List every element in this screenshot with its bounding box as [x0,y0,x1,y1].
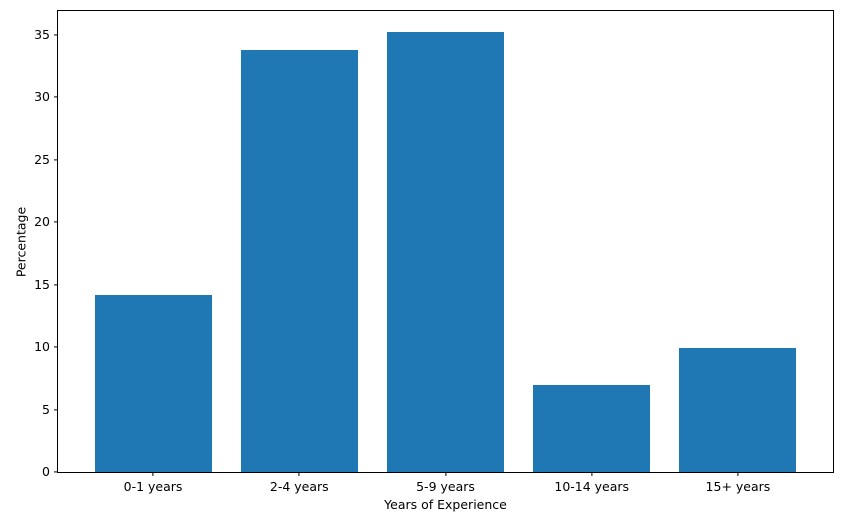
y-tick-label: 15 [34,276,50,292]
y-tick-label: 0 [42,463,50,479]
y-tick-label: 35 [34,26,50,42]
x-tick-mark [591,472,593,476]
y-tick-mark [54,284,58,286]
x-tick-label: 2-4 years [269,479,329,494]
bar [387,32,504,472]
x-tick-mark [152,472,154,476]
y-tick-label: 20 [34,213,50,229]
y-tick-mark [54,34,58,36]
bar [240,49,358,472]
x-tick-label: 5-9 years [416,479,475,494]
plot-area: Percentage Years of Experience 0-1 years… [14,10,834,512]
y-tick-mark [54,221,58,223]
y-tick-mark [54,471,58,473]
x-axis-label: Years of Experience [384,497,507,512]
x-tick-mark [737,472,739,476]
x-tick-mark [444,472,447,476]
y-tick-label: 30 [34,88,50,104]
y-tick-mark [54,408,58,411]
x-tick-label: 0-1 years [123,479,183,494]
x-tick-label: 10-14 years [554,479,630,494]
y-tick-mark [54,96,58,98]
bar [94,294,212,472]
bar [533,384,651,472]
x-tick-label: 15+ years [705,479,771,494]
y-tick-mark [54,159,58,161]
y-axis-label: Percentage [13,206,29,277]
x-tick-mark [298,472,300,476]
y-tick-label: 25 [34,151,50,167]
bar [679,348,797,472]
y-tick-label: 10 [34,338,50,354]
y-tick-mark [54,346,58,348]
y-tick-label: 5 [42,401,50,417]
